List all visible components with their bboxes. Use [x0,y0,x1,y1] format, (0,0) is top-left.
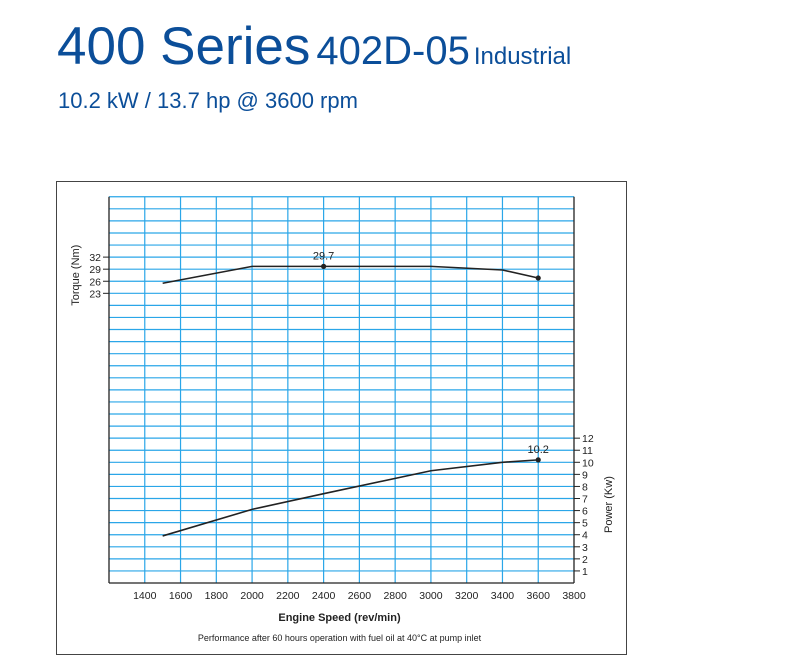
right-tick-label: 10 [582,457,594,469]
left-tick-label: 32 [89,252,101,264]
y-left-label: Torque (Nm) [70,245,82,306]
x-tick-label: 2200 [276,590,300,602]
torque-end-marker [535,275,541,281]
left-tick-label: 29 [89,264,101,276]
power-data-label: 10.2 [528,444,549,456]
power-line [162,459,539,537]
x-tick-label: 1800 [205,590,229,602]
x-tick-label: 3000 [419,590,443,602]
x-axis-label: Engine Speed (rev/min) [278,612,401,624]
x-tick-label: 3600 [527,590,551,602]
right-tick-label: 6 [582,506,588,518]
left-tick-label: 26 [89,276,101,288]
right-tick-label: 9 [582,469,588,481]
series-name: 400 Series [57,17,311,76]
application: Industrial [473,43,572,70]
torque-line [162,265,539,285]
power-marker [535,457,541,463]
page-title: 400 Series 402D-05 Industrial [57,16,571,77]
x-tick-label: 2000 [240,590,264,602]
torque-data-label: 29.7 [313,250,334,262]
right-tick-label: 2 [582,554,588,566]
right-tick-label: 12 [582,433,594,445]
right-tick-label: 11 [582,445,593,457]
x-tick-label: 3800 [562,590,586,602]
right-tick-label: 5 [582,518,588,530]
rating: 10.2 kW / 13.7 hp @ 3600 rpm [58,88,358,113]
x-tick-label: 2600 [348,590,372,602]
right-tick-label: 8 [582,481,588,493]
right-tick-label: 4 [582,530,588,542]
x-tick-label: 3200 [455,590,479,602]
right-tick-label: 1 [582,566,588,578]
right-tick-label: 3 [582,542,588,554]
y-right-label: Power (Kw) [603,476,615,533]
chart-frame [56,181,627,655]
footnote: Performance after 60 hours operation wit… [198,633,482,643]
x-tick-label: 2800 [383,590,407,602]
x-tick-label: 2400 [312,590,336,602]
x-tick-label: 1400 [133,590,157,602]
x-tick-label: 3400 [491,590,515,602]
model-name: 402D-05 [316,29,470,73]
right-tick-label: 7 [582,494,588,506]
x-tick-label: 1600 [169,590,193,602]
torque-marker [321,263,327,269]
left-tick-label: 23 [89,288,101,300]
